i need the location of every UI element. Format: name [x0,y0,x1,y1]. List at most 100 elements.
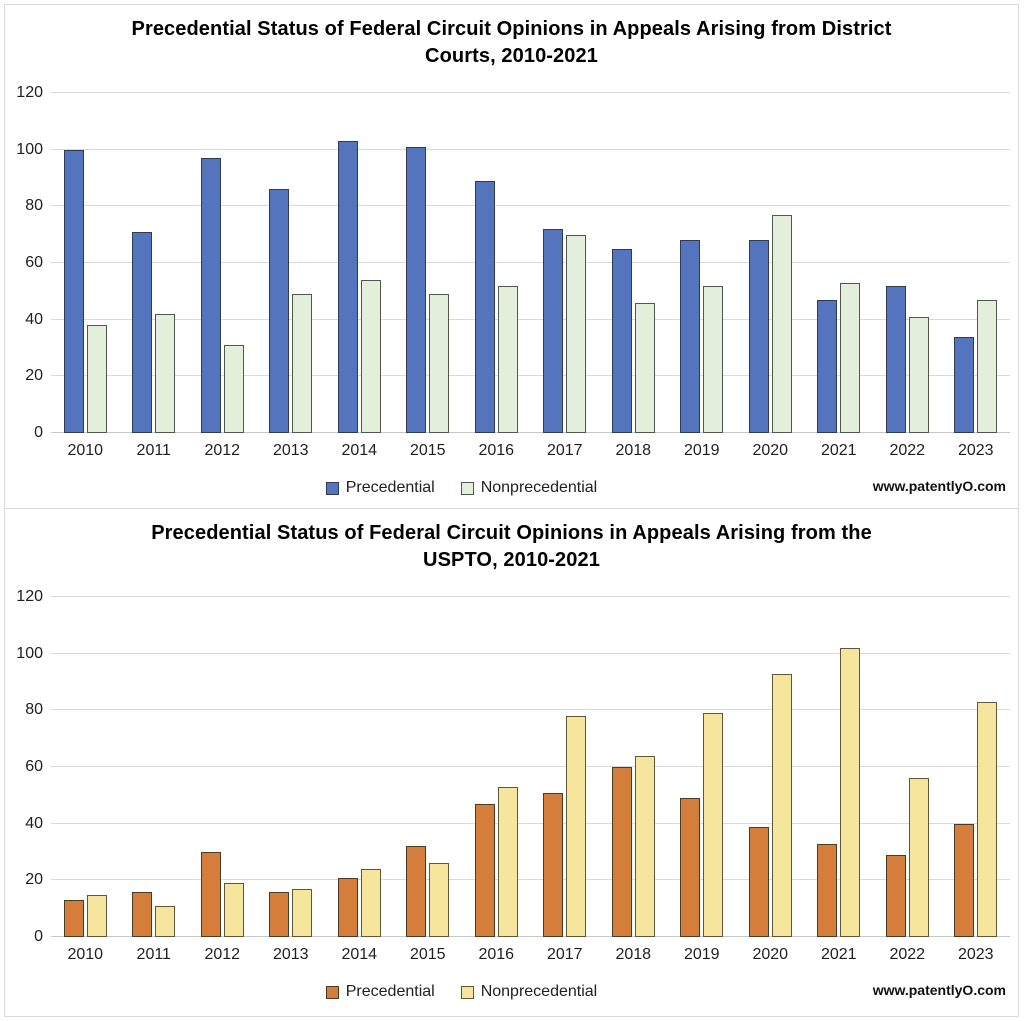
x-tick-label: 2016 [478,946,515,963]
x-tick-label: 2020 [752,946,789,963]
bar-nonprecedential-2010 [86,325,107,433]
bar-precedential-2016 [474,803,495,937]
bar-precedential-2023 [954,336,975,433]
x-tick-label: 2019 [683,946,720,963]
nonprecedential-swatch-icon [460,481,474,495]
bar-group-2021 [805,93,874,433]
legend-label: Nonprecedential [480,983,598,1000]
x-tick-label: 2018 [615,442,652,459]
x-tick-label: 2010 [67,442,104,459]
bar-precedential-2020 [748,240,769,433]
bar-precedential-2013 [269,189,290,433]
bar-group-2015 [394,93,463,433]
bar-group-2017 [531,93,600,433]
bar-precedential-2018 [611,248,632,433]
bar-nonprecedential-2023 [977,701,998,937]
gridline [51,262,1010,263]
watermark: www.patentlyO.com [872,478,1006,494]
bar-precedential-2022 [885,854,906,937]
bar-nonprecedential-2011 [155,905,176,937]
gridline [51,318,1010,320]
legend: Precedential Nonprecedential [5,983,918,1001]
chart-panel-district-courts: Precedential Status of Federal Circuit O… [4,4,1019,509]
bar-group-2020 [736,93,805,433]
bar-precedential-2010 [63,149,84,433]
y-tick-label: 40 [25,310,43,328]
gridline [51,205,1010,207]
y-tick-label: 20 [25,871,43,889]
bar-precedential-2023 [954,823,975,937]
legend-label: Precedential [345,983,435,1000]
bar-group-2017 [531,597,600,937]
bar-group-2015 [394,597,463,937]
bar-group-2013 [257,597,326,937]
y-tick-label: 120 [16,588,43,605]
x-tick-label: 2013 [272,946,309,963]
bar-group-2018 [599,93,668,433]
bar-nonprecedential-2016 [497,285,518,433]
y-tick-label: 0 [34,424,43,441]
bar-nonprecedential-2021 [840,282,861,433]
bar-nonprecedential-2012 [223,345,244,433]
y-tick-label: 120 [16,84,43,101]
x-tick-label: 2021 [820,442,857,459]
bar-nonprecedential-2013 [292,888,313,937]
chart-title-line-2: Courts, 2010-2021 [425,45,598,67]
bar-group-2023 [942,597,1011,937]
x-tick-label: 2018 [615,946,652,963]
bar-group-2013 [257,93,326,433]
x-tick-label: 2016 [478,442,515,459]
bar-nonprecedential-2023 [977,299,998,433]
precedential-swatch-icon [325,481,339,495]
bar-precedential-2021 [817,843,838,937]
x-axis: 2010 2011 2012 2013 2014 2015 2016 2017 2018 2019… [51,442,1010,460]
x-tick-label: 2011 [136,946,171,963]
gridline [51,879,1010,881]
y-tick-label: 0 [34,928,43,945]
bar-precedential-2014 [337,877,358,937]
bar-nonprecedential-2017 [566,234,587,433]
bar-precedential-2017 [543,792,564,937]
x-axis-line [51,432,1010,433]
bar-precedential-2013 [269,891,290,937]
gridline [51,596,1010,597]
bar-nonprecedential-2017 [566,716,587,937]
gridline [51,766,1010,767]
bar-precedential-2015 [406,146,427,433]
chart-title: Precedential Status of Federal Circuit O… [5,520,1018,574]
gridline [51,92,1010,93]
y-tick-label: 20 [25,367,43,385]
bar-group-2022 [873,93,942,433]
bar-nonprecedential-2019 [703,285,724,433]
y-tick-label: 100 [16,644,43,662]
x-tick-label: 2014 [341,946,378,963]
bar-group-2021 [805,597,874,937]
bar-group-2023 [942,93,1011,433]
bar-group-2012 [188,93,257,433]
x-tick-label: 2022 [889,946,926,963]
bar-nonprecedential-2021 [840,648,861,937]
bar-group-2019 [668,597,737,937]
bar-nonprecedential-2019 [703,713,724,937]
bar-group-2022 [873,597,942,937]
bar-group-2011 [120,93,189,433]
x-tick-label: 2022 [889,442,926,459]
bar-precedential-2015 [406,846,427,937]
x-tick-label: 2017 [546,442,583,459]
bar-nonprecedential-2022 [908,778,929,937]
x-tick-label: 2020 [752,442,789,459]
x-tick-label: 2021 [820,946,857,963]
legend-item-nonprecedential: Nonprecedential [460,479,597,497]
chart-title: Precedential Status of Federal Circuit O… [5,16,1018,70]
bar-precedential-2022 [885,285,906,433]
chart-panel-uspto: Precedential Status of Federal Circuit O… [4,508,1019,1017]
legend-item-precedential: Precedential [325,983,435,1001]
gridline [51,375,1010,377]
bar-nonprecedential-2011 [155,314,176,433]
x-tick-label: 2012 [204,946,241,963]
bar-nonprecedential-2020 [771,214,792,433]
bar-nonprecedential-2016 [497,786,518,937]
x-tick-label: 2013 [272,442,309,459]
x-tick-label: 2012 [204,442,241,459]
bar-precedential-2020 [748,826,769,937]
